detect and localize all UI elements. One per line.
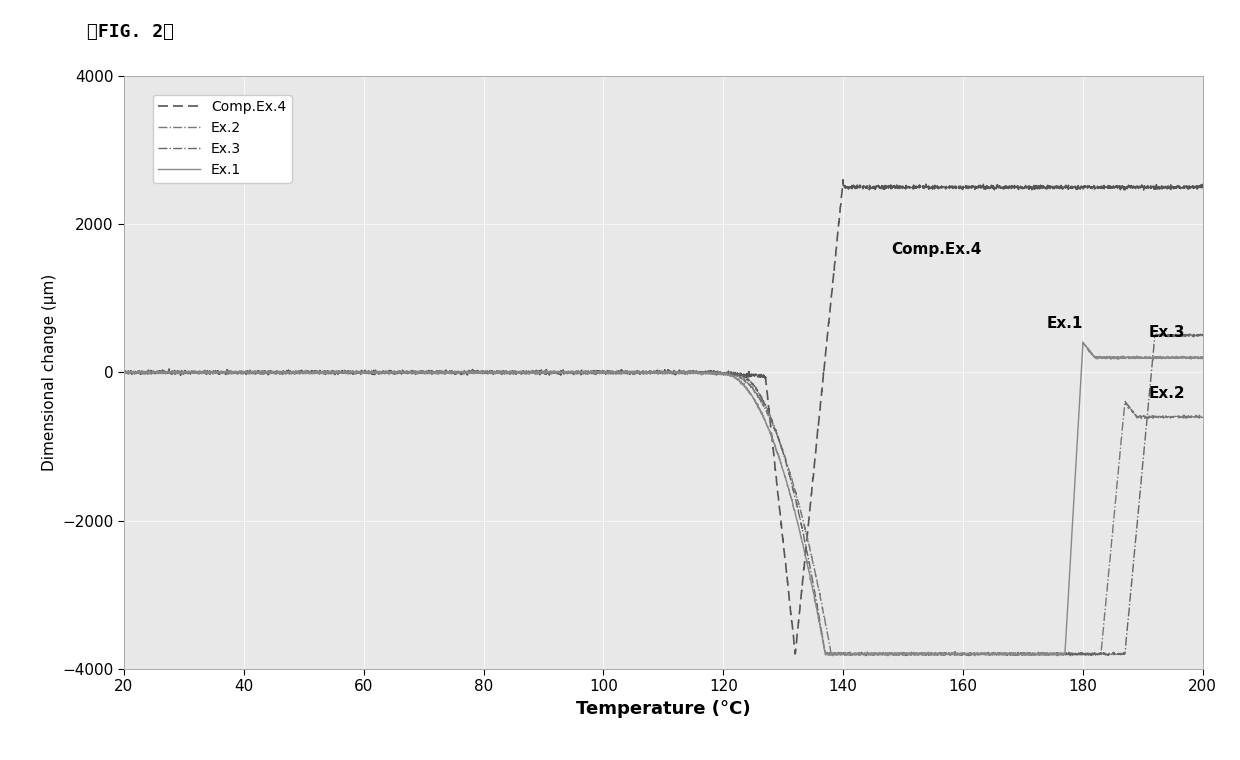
Text: 【FIG. 2】: 【FIG. 2】 [87,23,174,41]
Ex.2 [1195,413,1210,422]
Ex.3 [1154,329,1169,338]
Ex.1 [825,651,839,660]
Ex.1 [764,429,779,439]
Text: Comp.Ex.4: Comp.Ex.4 [892,242,982,257]
Line: Comp.Ex.4: Comp.Ex.4 [124,180,1203,654]
Ex.1 [1003,649,1018,658]
Ex.3 [921,650,936,659]
Comp.Ex.4 [312,367,327,376]
Ex.3 [528,369,543,378]
Text: Ex.2: Ex.2 [1149,386,1185,401]
Ex.2 [312,368,327,377]
Comp.Ex.4 [528,366,543,375]
Line: Ex.1: Ex.1 [124,342,1203,656]
Legend: Comp.Ex.4, Ex.2, Ex.3, Ex.1: Comp.Ex.4, Ex.2, Ex.3, Ex.1 [153,95,291,182]
Ex.1 [921,650,936,659]
Ex.2 [818,621,833,630]
Y-axis label: Dimensional change (μm): Dimensional change (μm) [42,274,57,471]
Ex.3 [1003,649,1018,658]
Line: Ex.3: Ex.3 [124,334,1203,656]
Ex.3 [818,650,833,659]
Comp.Ex.4 [764,424,779,433]
Ex.3 [764,414,779,423]
Comp.Ex.4 [836,176,851,185]
Ex.1 [117,368,131,377]
Comp.Ex.4 [117,367,131,376]
Ex.1 [818,650,833,659]
Comp.Ex.4 [921,185,936,194]
Ex.2 [764,417,779,426]
Ex.2 [921,648,936,657]
Comp.Ex.4 [1195,183,1210,192]
Text: Ex.1: Ex.1 [1047,316,1084,331]
Comp.Ex.4 [1004,181,1019,190]
Ex.1 [1195,353,1210,362]
Ex.3 [312,367,327,376]
Text: Ex.3: Ex.3 [1149,325,1185,340]
Ex.1 [312,367,327,376]
Ex.3 [1195,332,1210,341]
Ex.2 [880,651,895,660]
Ex.2 [117,369,131,378]
Comp.Ex.4 [787,650,802,659]
Ex.3 [117,368,131,377]
Ex.2 [529,369,544,378]
Ex.1 [1075,337,1090,347]
Ex.2 [405,366,420,375]
Comp.Ex.4 [818,347,833,356]
X-axis label: Temperature (°C): Temperature (°C) [577,700,750,717]
Ex.1 [528,369,543,378]
Ex.3 [852,651,867,660]
Line: Ex.2: Ex.2 [124,370,1203,656]
Ex.2 [1004,650,1019,659]
